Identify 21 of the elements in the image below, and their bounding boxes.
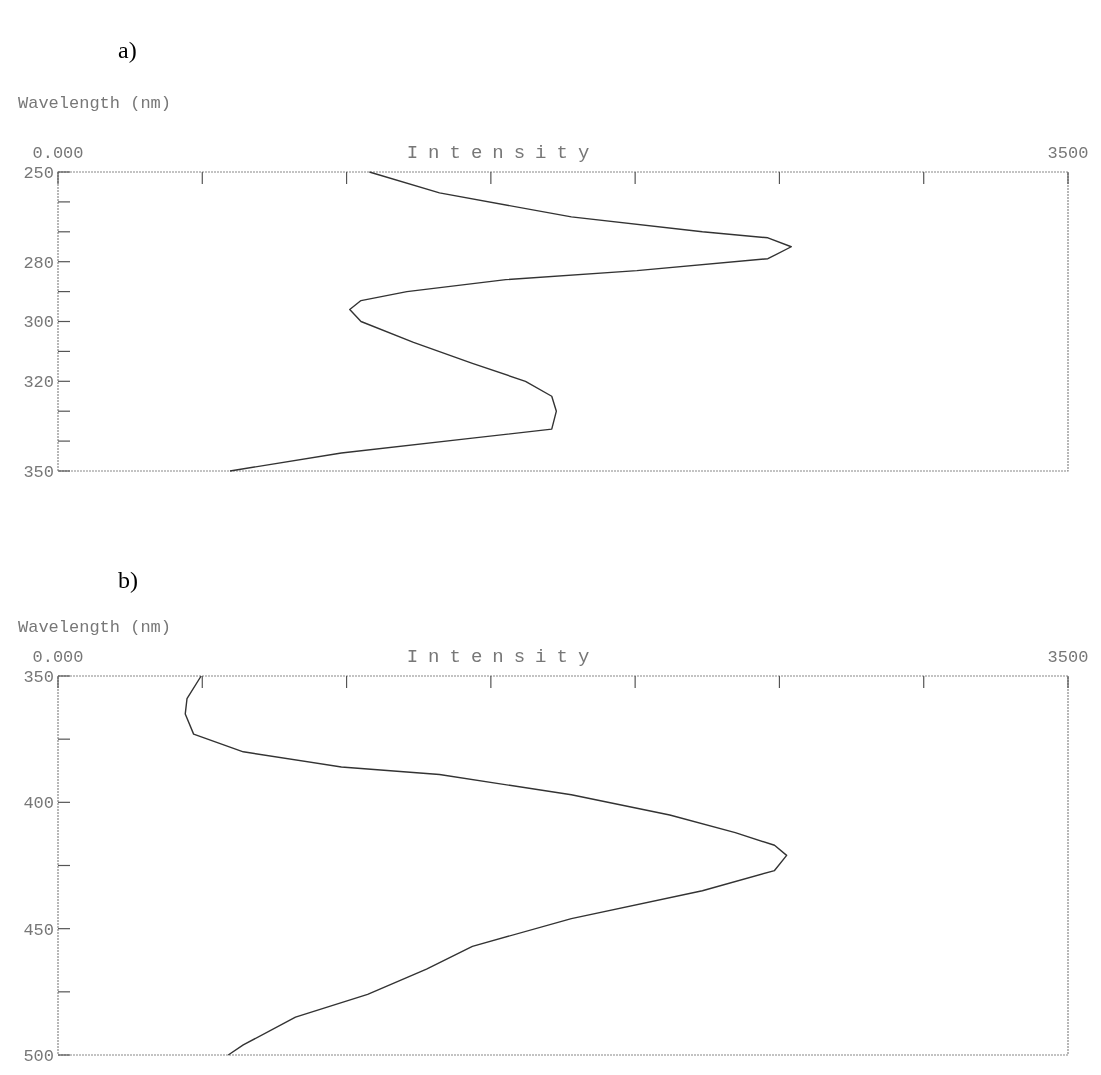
y-tick-label: 300 (23, 313, 54, 333)
y-tick-label: 320 (23, 373, 54, 393)
x-tick-label: 0.000 (32, 144, 84, 163)
x-tick-label: 3500 (1047, 648, 1089, 667)
y-tick-label: 450 (23, 920, 54, 940)
y-tick-label: 350 (23, 667, 54, 687)
line-series (229, 171, 792, 472)
x-tick-label: 0.000 (32, 648, 84, 667)
chart-title: a) (118, 37, 137, 63)
y-tick-label: 350 (23, 462, 54, 482)
x-tick-label: 3500 (1047, 144, 1089, 163)
y-tick-label: 400 (23, 794, 54, 814)
y-tick-label: 280 (23, 253, 54, 273)
y-axis-title: Wavelength (nm) (18, 94, 172, 113)
line-series (184, 675, 788, 1056)
chart-title: b) (118, 567, 138, 593)
x-axis-title: Intensity (406, 646, 600, 668)
y-tick-label: 250 (23, 163, 54, 183)
y-axis-title: Wavelength (nm) (18, 618, 172, 637)
x-axis-title: Intensity (406, 142, 600, 164)
y-tick-label: 500 (23, 1046, 54, 1066)
